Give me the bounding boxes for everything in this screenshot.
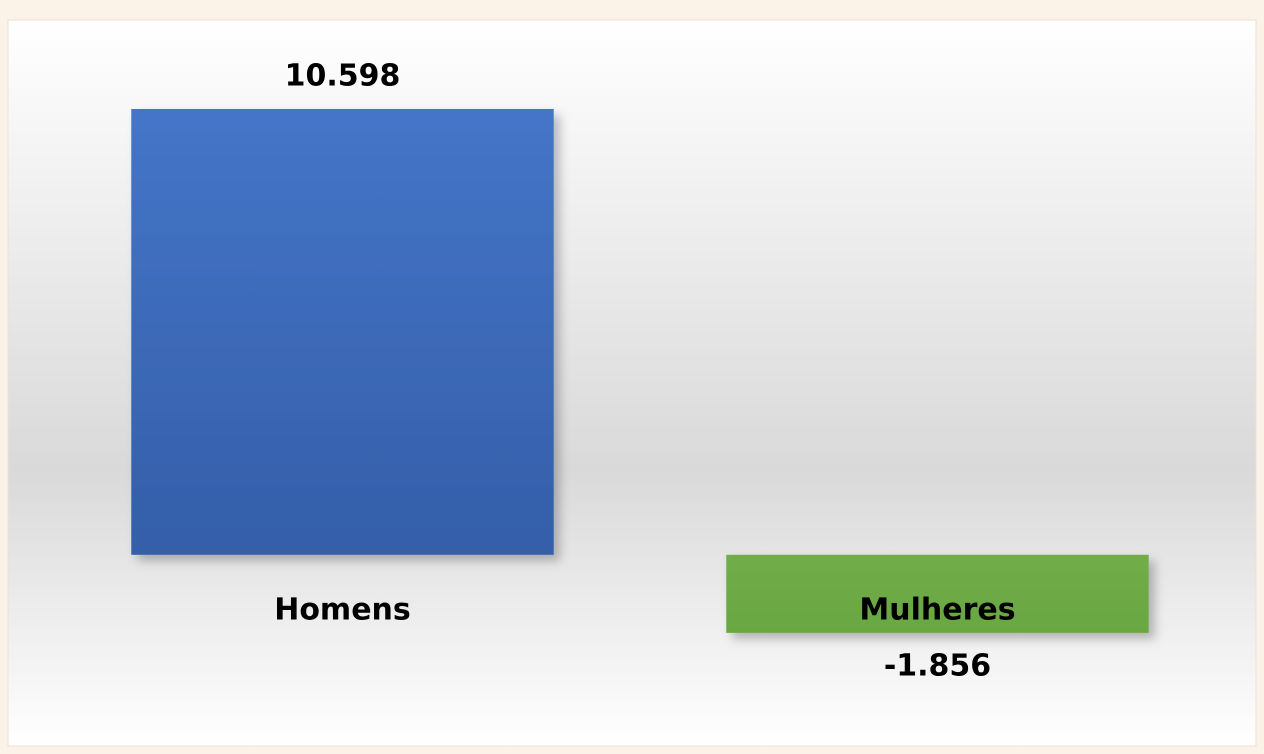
data-label: -1.856 [884, 648, 991, 683]
bar [131, 108, 554, 555]
x-tick-label: Homens [274, 592, 411, 627]
x-tick-label: Mulheres [859, 592, 1015, 627]
bar [726, 554, 1149, 633]
data-label: 10.598 [285, 58, 401, 93]
